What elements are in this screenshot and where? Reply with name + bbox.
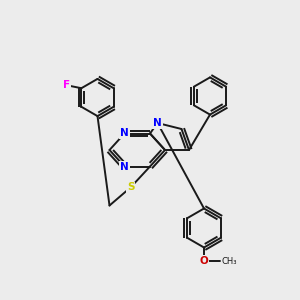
Text: S: S — [127, 182, 134, 193]
Text: N: N — [120, 128, 129, 139]
Text: F: F — [63, 80, 70, 90]
Text: N: N — [120, 161, 129, 172]
Text: N: N — [153, 118, 162, 128]
Text: CH₃: CH₃ — [221, 256, 237, 266]
Text: O: O — [200, 256, 208, 266]
